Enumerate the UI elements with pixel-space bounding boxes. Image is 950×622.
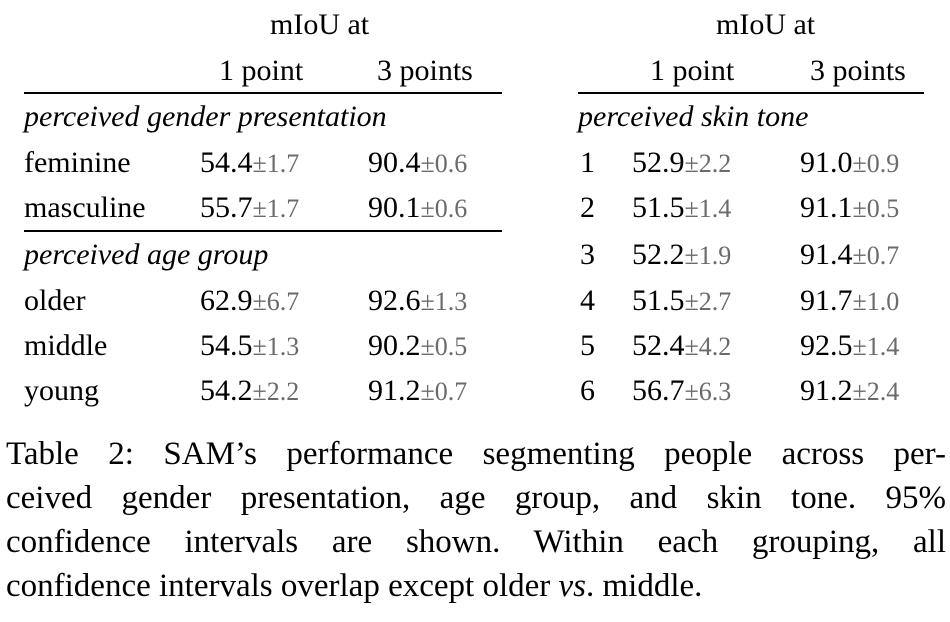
left-header-rule: [24, 92, 502, 94]
right-header-miou: mIoU at: [716, 8, 816, 41]
cell-value: 54.4±1.7: [200, 146, 300, 179]
cell-value: 92.5±1.4: [800, 329, 900, 362]
cell-value: 62.9±6.7: [200, 284, 300, 317]
left-header-col1: 1 point: [219, 54, 304, 87]
right-section-title-skin: perceived skin tone: [578, 100, 809, 133]
left-header-col2: 3 points: [377, 54, 473, 87]
left-section-title-age: perceived age group: [24, 238, 269, 271]
caption-line: Table 2: SAM’s performance segmenting pe…: [6, 436, 946, 472]
cell-value: 91.2±0.7: [368, 374, 468, 407]
row-label-skin-1: 1: [580, 146, 595, 179]
cell-value: 91.7±1.0: [800, 284, 900, 317]
right-header-rule: [578, 92, 924, 94]
cell-value: 51.5±2.7: [632, 284, 732, 317]
left-section-rule: [24, 230, 502, 232]
cell-value: 90.2±0.5: [368, 329, 468, 362]
caption-line: confidence intervals are shown. Within e…: [6, 524, 946, 560]
right-header-col2: 3 points: [810, 54, 906, 87]
row-label-older: older: [24, 284, 86, 317]
row-label-skin-5: 5: [580, 329, 595, 362]
left-section-title-gender: perceived gender presentation: [24, 100, 387, 133]
right-header-col1: 1 point: [650, 54, 735, 87]
row-label-middle: middle: [24, 329, 108, 362]
cell-value: 52.9±2.2: [632, 146, 732, 179]
row-label-young: young: [24, 374, 99, 407]
row-label-masculine: masculine: [24, 191, 146, 224]
left-header-miou: mIoU at: [270, 8, 370, 41]
row-label-skin-2: 2: [580, 191, 595, 224]
row-label-skin-3: 3: [580, 238, 595, 271]
cell-value: 91.0±0.9: [800, 146, 900, 179]
cell-value: 91.2±2.4: [800, 374, 900, 407]
caption-line: ceived gender presentation, age group, a…: [6, 480, 946, 516]
cell-value: 91.1±0.5: [800, 191, 900, 224]
cell-value: 90.1±0.6: [368, 191, 468, 224]
cell-value: 54.2±2.2: [200, 374, 300, 407]
cell-value: 54.5±1.3: [200, 329, 300, 362]
cell-value: 55.7±1.7: [200, 191, 300, 224]
cell-value: 92.6±1.3: [368, 284, 468, 317]
row-label-skin-6: 6: [580, 374, 595, 407]
caption-line: confidence intervals overlap except olde…: [6, 568, 703, 604]
cell-value: 52.4±4.2: [632, 329, 732, 362]
cell-value: 52.2±1.9: [632, 238, 732, 271]
row-label-feminine: feminine: [24, 146, 131, 179]
cell-value: 56.7±6.3: [632, 374, 732, 407]
row-label-skin-4: 4: [580, 284, 595, 317]
cell-value: 51.5±1.4: [632, 191, 732, 224]
cell-value: 90.4±0.6: [368, 146, 468, 179]
table-caption: Table 2: SAM’s performance segmenting pe…: [6, 432, 946, 608]
cell-value: 91.4±0.7: [800, 238, 900, 271]
